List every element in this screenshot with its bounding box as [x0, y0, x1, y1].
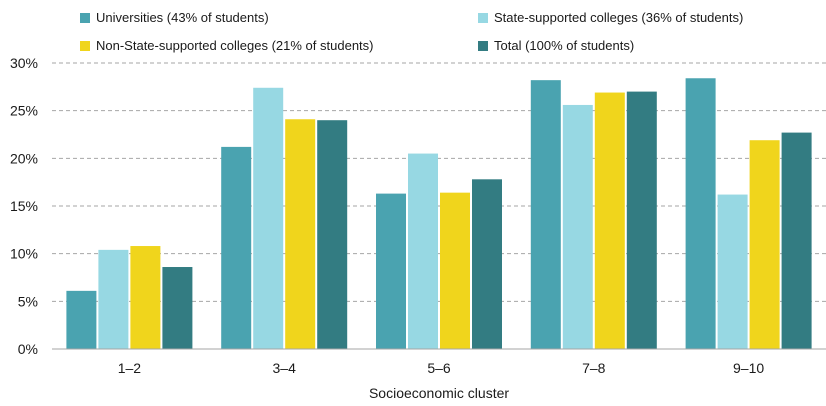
legend-item-total: Total (100% of students) — [478, 38, 634, 53]
bar-non-state-supported-colleges-1-2 — [130, 246, 161, 349]
bar-total-9-10 — [781, 132, 812, 349]
bar-universities-7-8 — [530, 80, 561, 349]
legend-item-state-supported-colleges: State-supported colleges (36% of student… — [478, 10, 743, 25]
bar-total-3-4 — [317, 120, 348, 349]
x-axis-tick-labels: 1–2 3–4 5–6 7–8 9–10 — [118, 360, 765, 376]
bar-total-7-8 — [626, 91, 657, 349]
bar-universities-5-6 — [376, 193, 406, 349]
y-tick-label: 0% — [18, 341, 38, 357]
bar-non-state-supported-colleges-5-6 — [440, 192, 470, 349]
legend-item-universities: Universities (43% of students) — [80, 10, 269, 25]
bar-state-supported-colleges-1-2 — [98, 249, 129, 349]
legend-item-non-state-supported-colleges: Non-State-supported colleges (21% of stu… — [80, 38, 374, 53]
y-tick-label: 30% — [10, 55, 38, 71]
legend-label-total: Total (100% of students) — [494, 38, 635, 53]
bar-universities-1-2 — [66, 290, 97, 349]
x-axis-title: Socioeconomic cluster — [369, 385, 509, 401]
legend-swatch-non-state-supported-colleges — [80, 40, 90, 51]
legend-label-universities: Universities (43% of students) — [96, 10, 269, 25]
y-axis-tick-labels: 0% 5% 10% 15% 20% 25% 30% — [10, 55, 38, 357]
bar-state-supported-colleges-9-10 — [717, 194, 748, 349]
x-tick-label: 7–8 — [582, 360, 606, 376]
bar-non-state-supported-colleges-7-8 — [594, 92, 625, 349]
y-tick-label: 25% — [10, 103, 38, 119]
bar-non-state-supported-colleges-3-4 — [285, 119, 316, 349]
bar-state-supported-colleges-5-6 — [408, 153, 438, 349]
x-tick-label: 9–10 — [733, 360, 764, 376]
y-tick-label: 20% — [10, 150, 38, 166]
y-tick-label: 5% — [18, 293, 38, 309]
bar-universities-3-4 — [221, 146, 252, 349]
legend-swatch-total — [478, 40, 488, 51]
bar-state-supported-colleges-3-4 — [253, 87, 284, 349]
bar-non-state-supported-colleges-9-10 — [749, 140, 780, 349]
bar-total-1-2 — [162, 267, 193, 349]
legend-label-non-state-supported-colleges: Non-State-supported colleges (21% of stu… — [96, 38, 374, 53]
bar-total-5-6 — [472, 179, 502, 349]
x-tick-label: 1–2 — [118, 360, 142, 376]
legend-label-state-supported-colleges: State-supported colleges (36% of student… — [494, 10, 744, 25]
chart-legend: Universities (43% of students) State-sup… — [0, 0, 826, 56]
legend-swatch-state-supported-colleges — [478, 12, 488, 23]
bar-universities-9-10 — [685, 78, 716, 350]
y-tick-label: 10% — [10, 246, 38, 262]
legend-swatch-universities — [80, 12, 90, 23]
x-tick-label: 5–6 — [427, 360, 451, 376]
bar-state-supported-colleges-7-8 — [562, 104, 593, 350]
bars — [66, 78, 812, 350]
x-tick-label: 3–4 — [273, 360, 297, 376]
y-tick-label: 15% — [10, 198, 38, 214]
